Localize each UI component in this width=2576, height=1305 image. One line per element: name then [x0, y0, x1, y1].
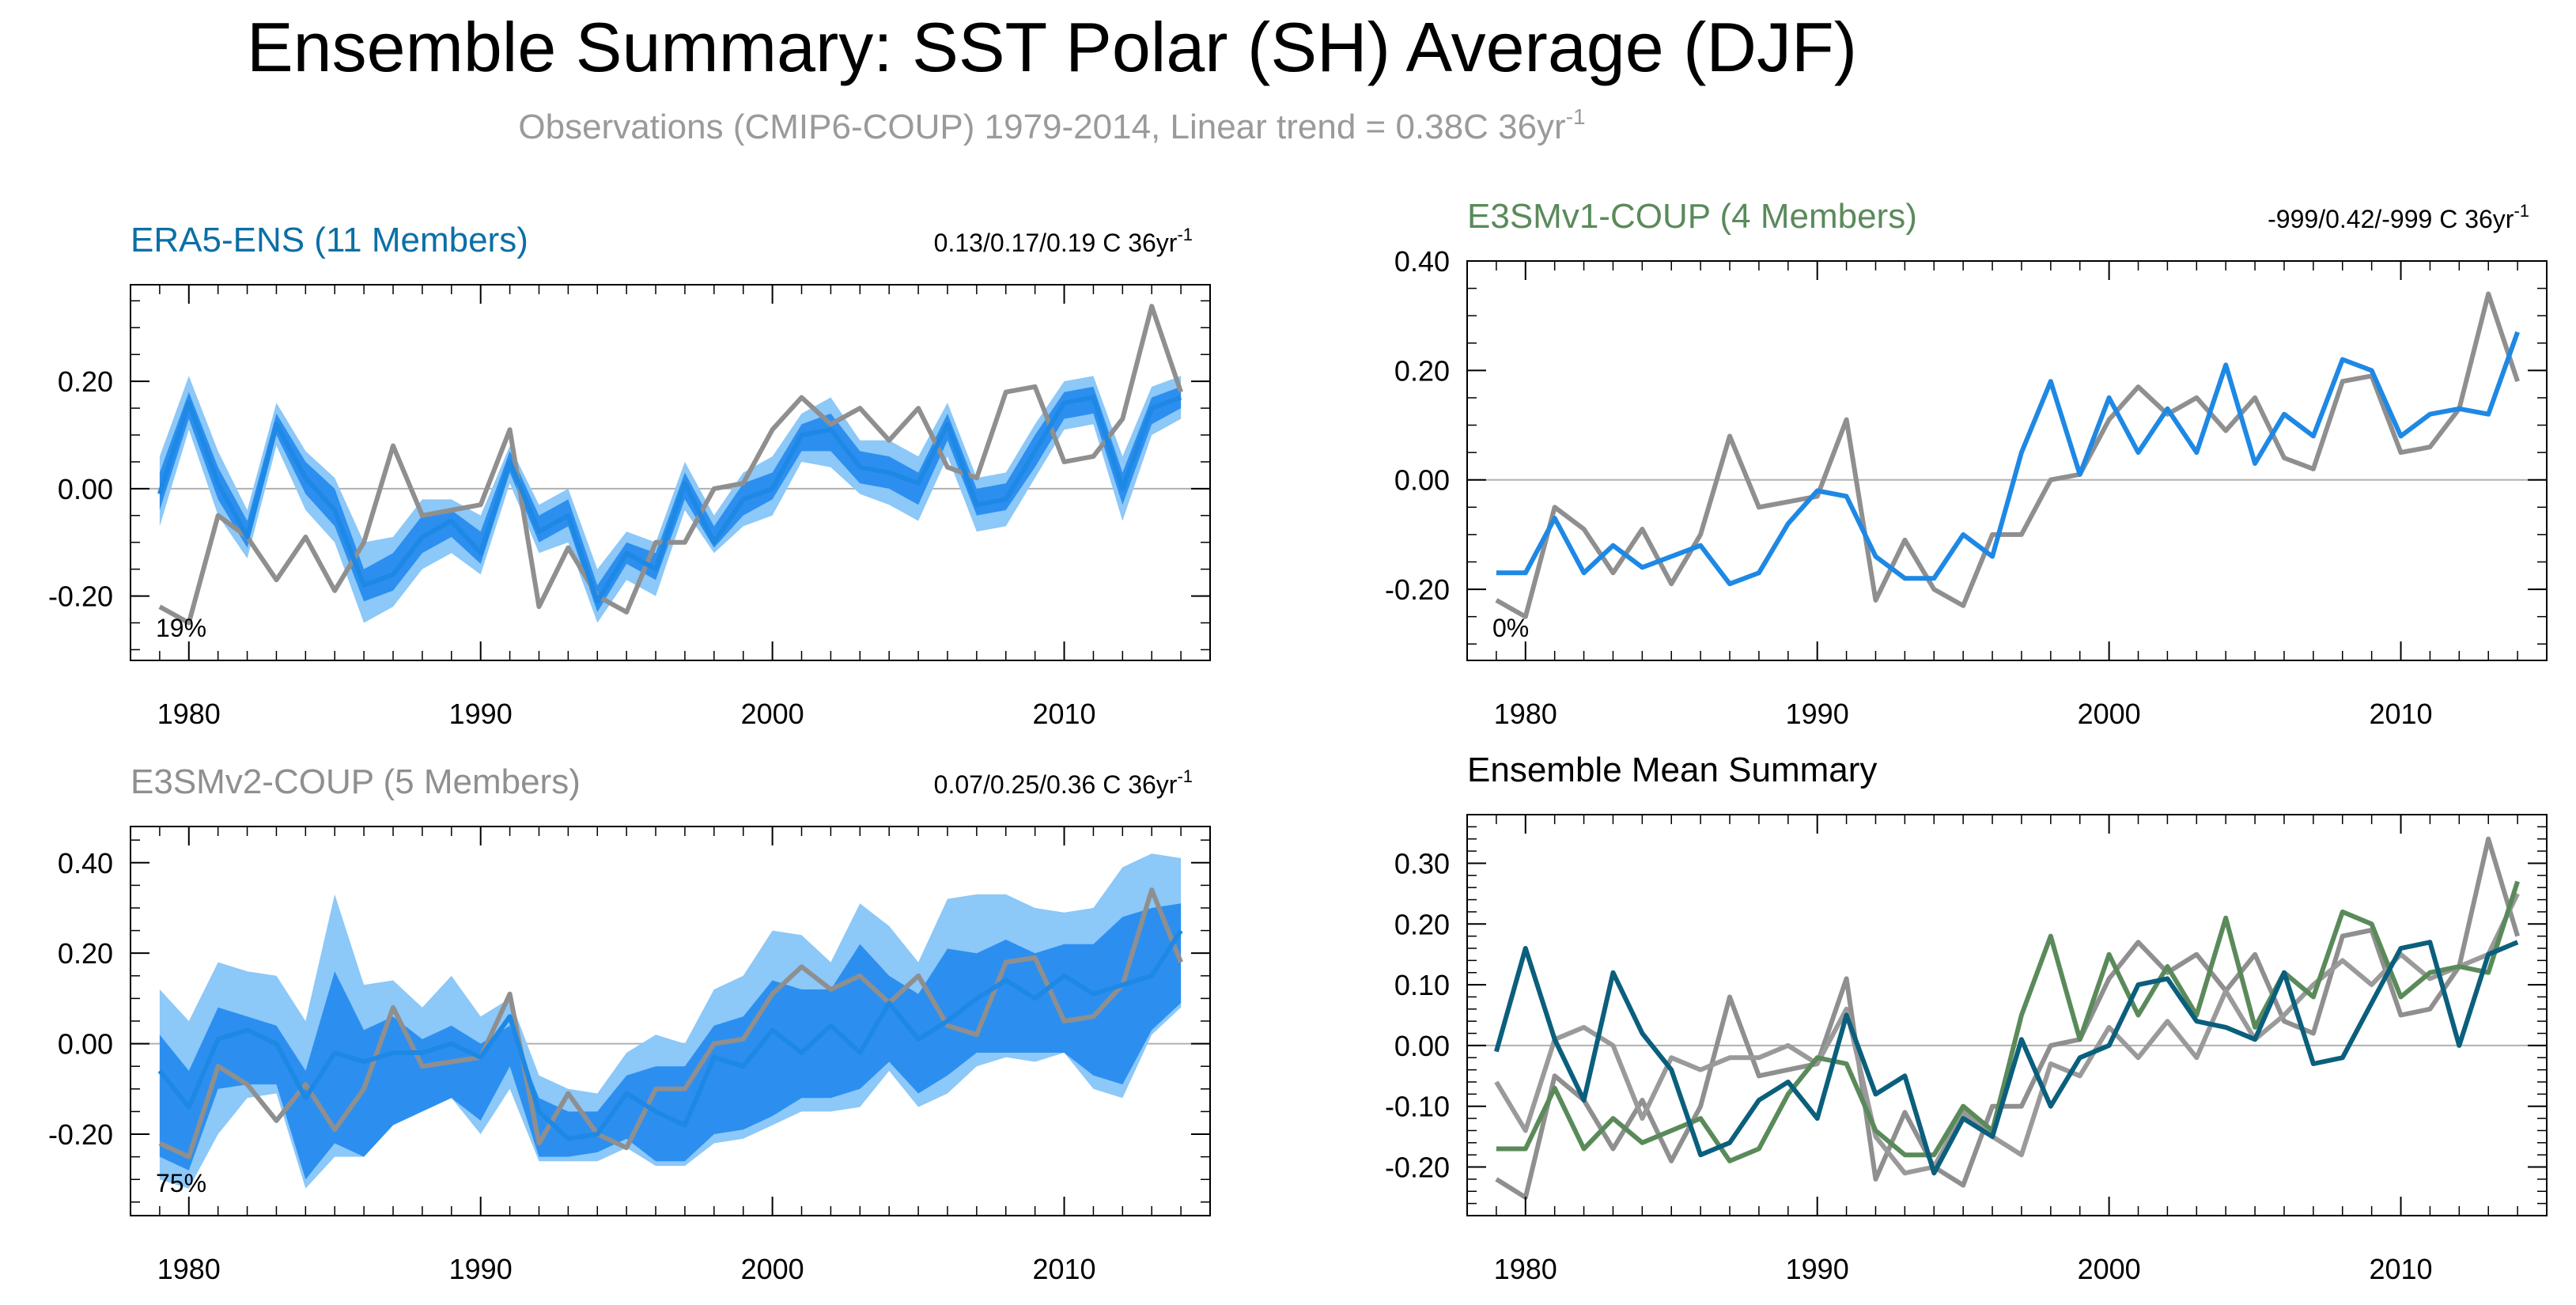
- series-line-mean_era5: [1494, 940, 2519, 1176]
- percentage-label: 19%: [156, 614, 206, 642]
- y-tick-label: 0.10: [1394, 969, 1450, 1001]
- series-line-mean_e3smv2: [1494, 892, 2520, 1176]
- ensemble-spread-band: [159, 386, 1182, 612]
- percentage-label: 0%: [1492, 614, 1529, 642]
- y-tick-label: -0.20: [48, 1118, 113, 1151]
- y-tick-label: -0.20: [48, 581, 113, 613]
- x-tick-label: 1980: [1494, 698, 1557, 730]
- y-tick-label: 0.00: [58, 473, 113, 505]
- x-tick-label: 2000: [741, 1253, 804, 1285]
- series-line-mean: [157, 929, 1183, 1141]
- x-tick-label: 1990: [1786, 1253, 1849, 1285]
- trend-label-exponent: -1: [1177, 766, 1193, 786]
- x-tick-label: 1980: [157, 698, 221, 730]
- series-line-mean: [1496, 331, 2520, 587]
- x-tick-label: 2000: [741, 698, 804, 730]
- x-tick-label: 1990: [449, 1253, 513, 1285]
- trend-label: 0.07/0.25/0.36 C 36yr-1: [934, 766, 1193, 799]
- subtitle-exponent: -1: [1566, 104, 1586, 129]
- y-tick-label: 0.00: [58, 1028, 113, 1061]
- y-tick-label: 0.30: [1394, 847, 1450, 879]
- panel-e3smv1: E3SMv1-COUP (4 Members) -999/0.42/-999 C …: [1385, 197, 2548, 730]
- ensemble-spread-band: [159, 903, 1182, 1180]
- y-tick-label: 0.20: [58, 937, 113, 970]
- trend-label-text: -999/0.42/-999 C 36yr: [2268, 205, 2514, 233]
- plot-frame: [1466, 814, 2548, 1216]
- x-tick-label: 2010: [2369, 1253, 2432, 1285]
- series-line-obs: [158, 304, 1183, 626]
- series-line-obs: [1495, 836, 2520, 1200]
- x-tick-label: 1990: [449, 698, 513, 730]
- x-tick-label: 2010: [1032, 1253, 1095, 1285]
- trend-label: 0.13/0.17/0.19 C 36yr-1: [934, 225, 1193, 257]
- trend-label-text: 0.13/0.17/0.19 C 36yr: [934, 229, 1178, 257]
- x-tick-label: 1980: [1494, 1253, 1557, 1285]
- y-tick-label: 0.20: [1394, 354, 1450, 387]
- y-tick-label: 0.00: [1394, 464, 1450, 497]
- series-line-obs: [158, 887, 1183, 1159]
- x-tick-label: 2010: [2369, 698, 2432, 730]
- trend-label-text: 0.07/0.25/0.36 C 36yr: [934, 770, 1178, 799]
- trend-label-exponent: -1: [1177, 225, 1193, 244]
- y-tick-label: 0.40: [58, 847, 113, 879]
- subtitle-text: Observations (CMIP6-COUP) 1979-2014, Lin…: [518, 108, 1565, 146]
- x-tick-label: 2000: [2078, 698, 2141, 730]
- percentage-label: 75%: [156, 1169, 206, 1197]
- panel-era5: ERA5-ENS (11 Members) 0.13/0.17/0.19 C 36…: [48, 221, 1211, 730]
- figure-title: Ensemble Summary: SST Polar (SH) Average…: [247, 8, 1857, 86]
- series-line-mean: [157, 395, 1182, 604]
- panel-title: E3SMv1-COUP (4 Members): [1467, 197, 1917, 236]
- y-tick-label: -0.10: [1385, 1091, 1450, 1123]
- y-tick-label: 0.40: [1394, 245, 1450, 278]
- panel-title: ERA5-ENS (11 Members): [131, 221, 528, 259]
- y-tick-label: 0.20: [58, 365, 113, 398]
- series-line-mean_e3smv1: [1496, 880, 2520, 1163]
- trend-label-exponent: -1: [2514, 201, 2529, 221]
- y-tick-label: 0.00: [1394, 1030, 1450, 1062]
- panel-title: Ensemble Mean Summary: [1467, 751, 1877, 789]
- plot-frame: [130, 284, 1211, 661]
- panel-title: E3SMv2-COUP (5 Members): [131, 762, 581, 801]
- plot-frame: [1466, 260, 2548, 661]
- y-tick-label: -0.20: [1385, 573, 1450, 606]
- trend-label: -999/0.42/-999 C 36yr-1: [2268, 201, 2529, 233]
- series-line-obs: [1495, 291, 2520, 619]
- x-tick-label: 2000: [2078, 1253, 2141, 1285]
- x-tick-label: 1980: [157, 1253, 221, 1285]
- x-tick-label: 1990: [1786, 698, 1849, 730]
- panel-e3smv2: E3SMv2-COUP (5 Members) 0.07/0.25/0.36 C …: [48, 762, 1211, 1285]
- figure-subtitle: Observations (CMIP6-COUP) 1979-2014, Lin…: [518, 104, 1585, 146]
- panels: ERA5-ENS (11 Members) 0.13/0.17/0.19 C 36…: [48, 197, 2548, 1285]
- y-tick-label: 0.20: [1394, 908, 1450, 940]
- y-tick-label: -0.20: [1385, 1152, 1450, 1184]
- panel-mean: Ensemble Mean Summary -0.20 -0.10 0.00 0.10 0…: [1385, 751, 2548, 1285]
- x-tick-label: 2010: [1032, 698, 1095, 730]
